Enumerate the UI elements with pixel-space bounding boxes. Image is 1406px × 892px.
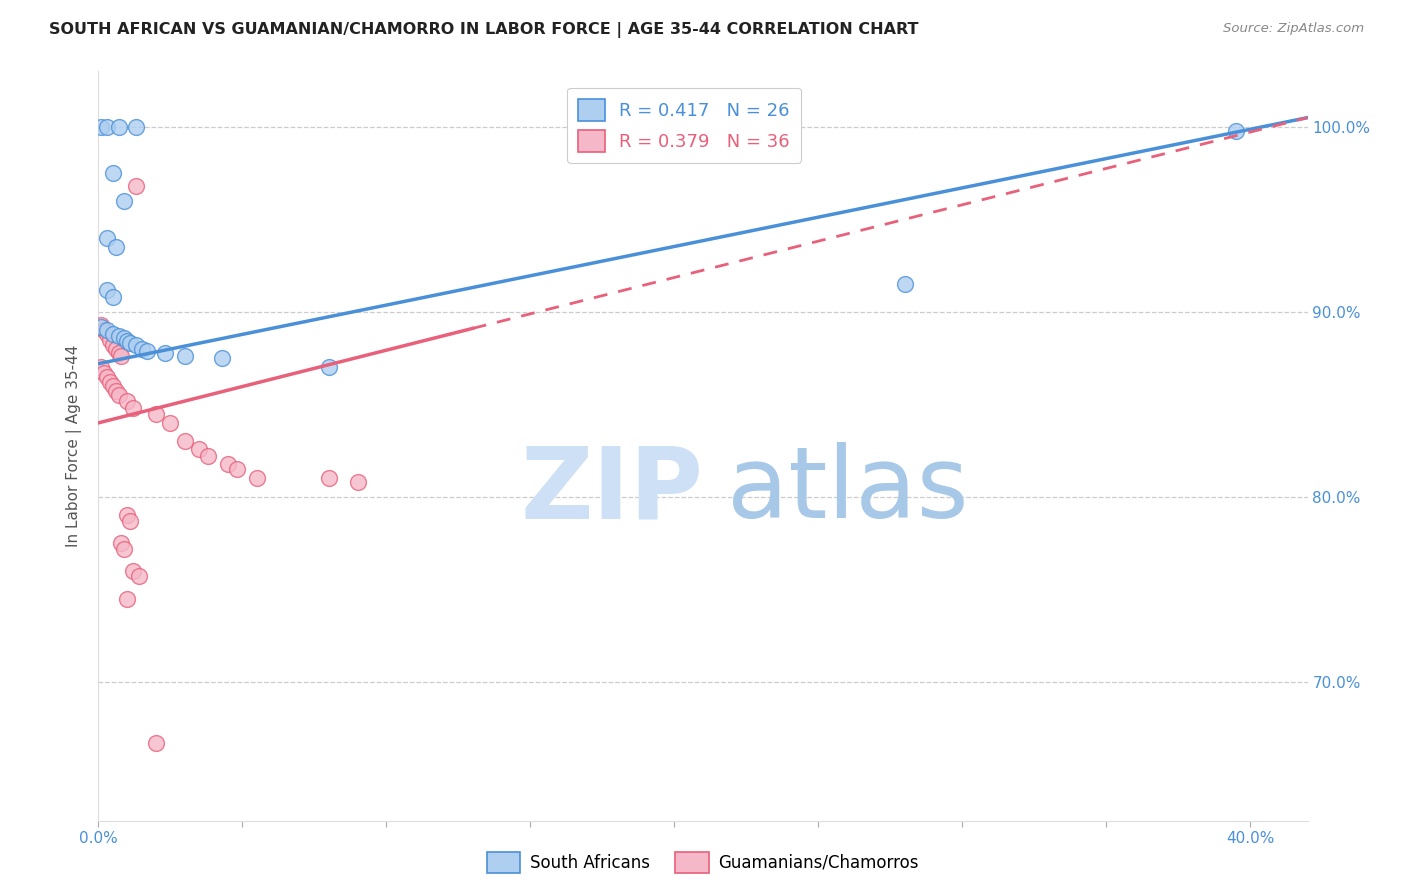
Point <box>145 407 167 421</box>
Point <box>101 166 124 180</box>
Point <box>90 318 112 332</box>
Point <box>107 120 129 134</box>
Point <box>101 290 124 304</box>
Point <box>115 508 138 523</box>
Point <box>115 334 138 349</box>
Point <box>104 384 127 399</box>
Text: SOUTH AFRICAN VS GUAMANIAN/CHAMORRO IN LABOR FORCE | AGE 35-44 CORRELATION CHART: SOUTH AFRICAN VS GUAMANIAN/CHAMORRO IN L… <box>49 22 918 38</box>
Point <box>217 457 239 471</box>
Point <box>101 327 124 342</box>
Point <box>110 349 132 363</box>
Point <box>125 179 148 194</box>
Point <box>101 338 124 352</box>
Point <box>112 194 135 208</box>
Point <box>93 366 115 380</box>
Point <box>96 120 118 134</box>
Point <box>128 569 150 583</box>
Point <box>96 327 118 342</box>
Point <box>90 120 112 134</box>
Point <box>1225 123 1247 137</box>
Point <box>173 349 195 363</box>
Point <box>211 351 233 365</box>
Point <box>107 388 129 402</box>
Point <box>131 342 153 356</box>
Point <box>98 375 121 389</box>
Point <box>188 442 211 456</box>
Point <box>112 541 135 556</box>
Y-axis label: In Labor Force | Age 35-44: In Labor Force | Age 35-44 <box>66 345 83 547</box>
Legend: R = 0.417   N = 26, R = 0.379   N = 36: R = 0.417 N = 26, R = 0.379 N = 36 <box>567 88 801 162</box>
Point <box>125 338 148 352</box>
Legend: South Africans, Guamanians/Chamorros: South Africans, Guamanians/Chamorros <box>481 846 925 880</box>
Point <box>112 331 135 345</box>
Point <box>110 536 132 550</box>
Point <box>115 393 138 408</box>
Point <box>107 329 129 343</box>
Point <box>173 434 195 449</box>
Point <box>318 360 340 375</box>
Point <box>120 514 142 528</box>
Point <box>93 323 115 337</box>
Point <box>96 323 118 337</box>
Point <box>90 360 112 375</box>
Point <box>136 343 159 358</box>
Point <box>96 231 118 245</box>
Point <box>153 345 176 359</box>
Point <box>104 240 127 254</box>
Point <box>96 369 118 384</box>
Point <box>125 120 148 134</box>
Text: ZIP: ZIP <box>520 442 703 540</box>
Point <box>893 277 915 292</box>
Point <box>159 416 181 430</box>
Point <box>122 564 145 578</box>
Point <box>318 471 340 485</box>
Point <box>107 345 129 359</box>
Point <box>145 736 167 750</box>
Point <box>197 449 219 463</box>
Point <box>346 475 368 489</box>
Point <box>96 283 118 297</box>
Point <box>90 319 112 334</box>
Point <box>104 342 127 356</box>
Point <box>225 462 247 476</box>
Text: Source: ZipAtlas.com: Source: ZipAtlas.com <box>1223 22 1364 36</box>
Point <box>115 591 138 606</box>
Point <box>246 471 269 485</box>
Text: atlas: atlas <box>727 442 969 540</box>
Point <box>98 333 121 347</box>
Point <box>120 336 142 351</box>
Point <box>101 379 124 393</box>
Point <box>122 401 145 415</box>
